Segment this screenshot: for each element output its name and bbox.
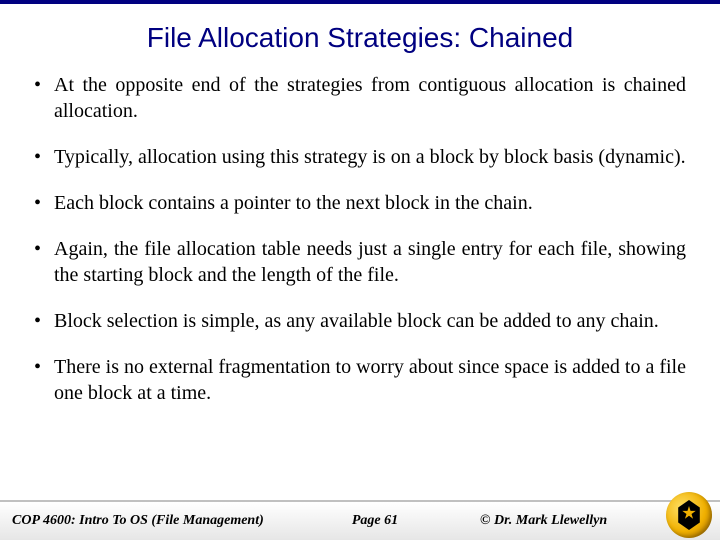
bullet-item: • Again, the file allocation table needs… <box>34 236 686 288</box>
bullet-text: There is no external fragmentation to wo… <box>54 354 686 406</box>
bullet-marker: • <box>34 144 54 170</box>
bullet-marker: • <box>34 236 54 288</box>
bullet-text: Typically, allocation using this strateg… <box>54 144 686 170</box>
bullet-text: Block selection is simple, as any availa… <box>54 308 686 334</box>
logo-circle <box>666 492 712 538</box>
bullet-marker: • <box>34 72 54 124</box>
bullet-marker: • <box>34 190 54 216</box>
footer-course: COP 4600: Intro To OS (File Management) <box>0 513 300 529</box>
bullet-marker: • <box>34 308 54 334</box>
ucf-logo-icon <box>666 492 712 538</box>
footer-bar: COP 4600: Intro To OS (File Management) … <box>0 500 720 540</box>
footer-page: Page 61 <box>300 513 450 529</box>
slide-title: File Allocation Strategies: Chained <box>0 22 720 54</box>
bullet-item: • There is no external fragmentation to … <box>34 354 686 406</box>
bullet-text: Each block contains a pointer to the nex… <box>54 190 686 216</box>
bullet-item: • At the opposite end of the strategies … <box>34 72 686 124</box>
logo-shield <box>677 500 701 530</box>
bullet-item: • Each block contains a pointer to the n… <box>34 190 686 216</box>
bullet-item: • Block selection is simple, as any avai… <box>34 308 686 334</box>
bullet-text: Again, the file allocation table needs j… <box>54 236 686 288</box>
logo-star <box>682 506 696 520</box>
bullet-marker: • <box>34 354 54 406</box>
content-area: • At the opposite end of the strategies … <box>0 72 720 406</box>
bullet-text: At the opposite end of the strategies fr… <box>54 72 686 124</box>
top-border <box>0 0 720 4</box>
bullet-item: • Typically, allocation using this strat… <box>34 144 686 170</box>
